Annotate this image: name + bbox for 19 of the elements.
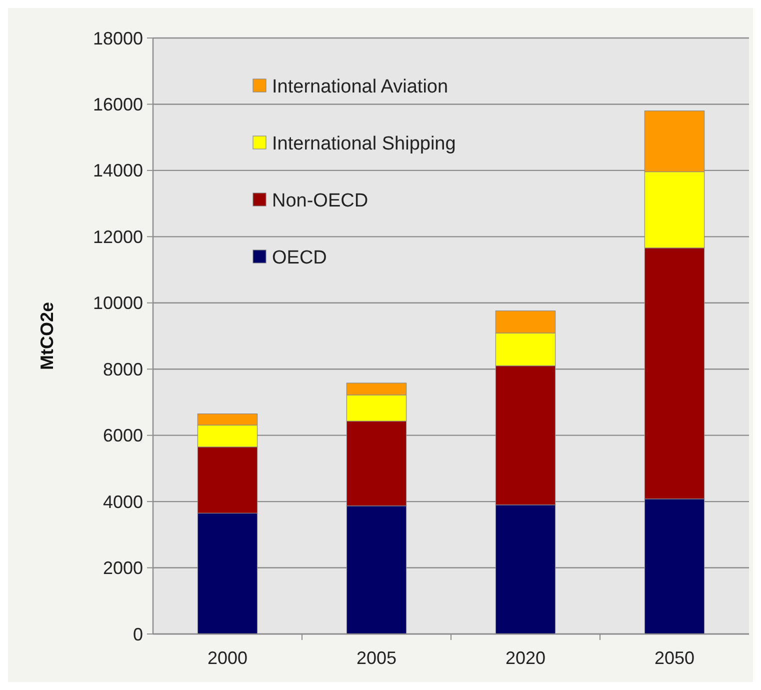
y-axis-title: MtCO2e	[37, 302, 57, 370]
y-tick-label: 6000	[102, 426, 143, 446]
y-tick-label: 16000	[92, 94, 143, 115]
legend-label: Non-OECD	[272, 190, 368, 212]
y-tick-label: 14000	[92, 160, 143, 181]
legend-label: OECD	[272, 248, 327, 269]
x-tick-label: 2000	[207, 648, 248, 668]
y-tick-label: 0	[132, 624, 143, 644]
legend-label: International Shipping	[272, 134, 456, 155]
y-tick-label: 2000	[102, 558, 143, 578]
y-tick-label: 10000	[92, 293, 143, 314]
x-tick-label: 2005	[356, 648, 397, 668]
x-tick-label: 2020	[505, 648, 546, 668]
y-tick-label: 4000	[102, 492, 143, 512]
x-tick-label: 2050	[654, 648, 695, 668]
y-tick-label: 12000	[92, 226, 143, 247]
y-tick-label: 8000	[102, 359, 143, 380]
legend-label: International Aviation	[272, 76, 448, 98]
y-tick-label: 18000	[92, 28, 143, 48]
